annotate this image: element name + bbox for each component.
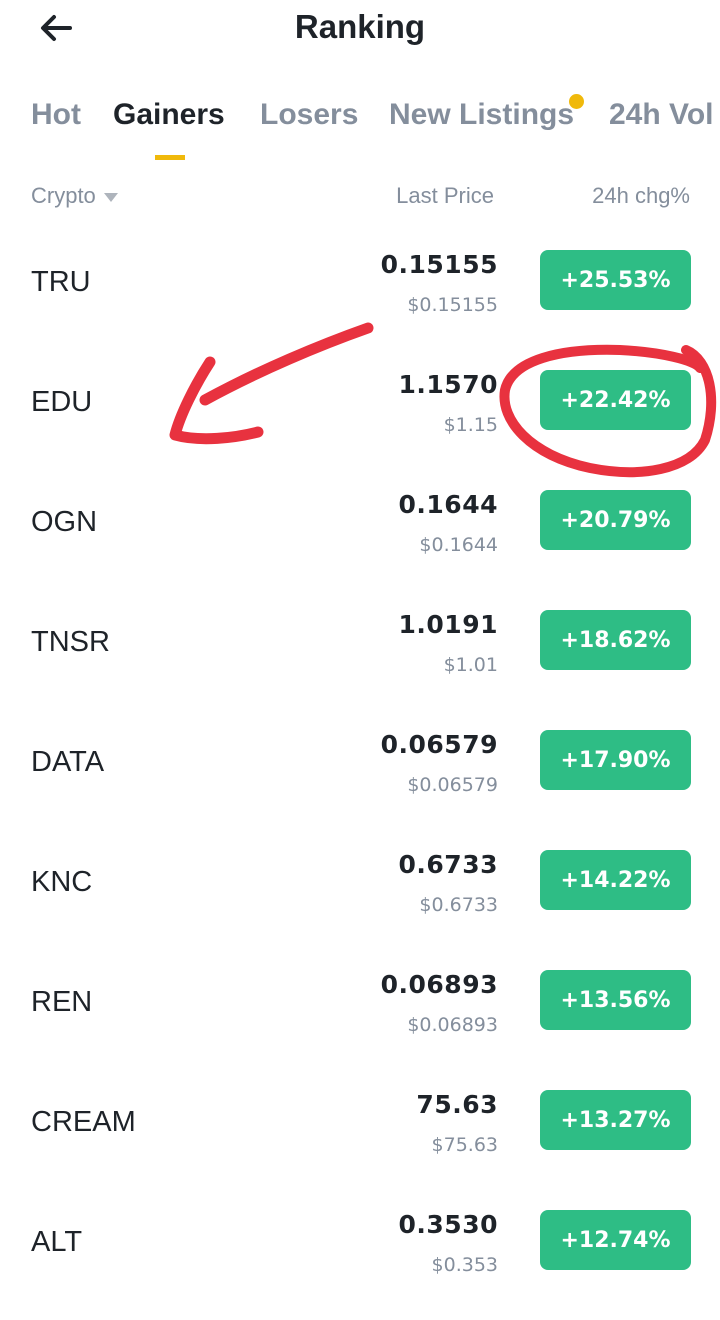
usd-price: $75.63 (431, 1134, 498, 1156)
table-row[interactable]: EDU 1.1570 $1.15 +22.42% (0, 360, 720, 480)
table-row[interactable]: REN 0.06893 $0.06893 +13.56% (0, 960, 720, 1080)
symbol: REN (31, 986, 93, 1018)
tab-losers[interactable]: Losers (260, 98, 359, 131)
last-price: 75.63 (416, 1090, 498, 1119)
arrow-left-icon[interactable] (38, 10, 78, 46)
usd-price: $0.06893 (407, 1014, 498, 1036)
last-price: 1.0191 (398, 610, 498, 639)
table-row[interactable]: ALT 0.3530 $0.353 +12.74% (0, 1200, 720, 1320)
change-badge[interactable]: +18.62% (540, 610, 691, 670)
symbol: DATA (31, 746, 105, 778)
tab-hot[interactable]: Hot (31, 98, 81, 131)
usd-price: $0.353 (431, 1254, 498, 1276)
tab-24h-vol[interactable]: 24h Vol (609, 98, 714, 131)
table-row[interactable]: DATA 0.06579 $0.06579 +17.90% (0, 720, 720, 840)
usd-price: $1.15 (443, 414, 498, 436)
column-last-price[interactable]: Last Price (396, 183, 494, 208)
table-row[interactable]: TNSR 1.0191 $1.01 +18.62% (0, 600, 720, 720)
usd-price: $0.06579 (407, 774, 498, 796)
change-badge[interactable]: +13.27% (540, 1090, 691, 1150)
column-crypto-label: Crypto (31, 183, 96, 208)
usd-price: $0.1644 (419, 534, 498, 556)
last-price: 0.6733 (398, 850, 498, 879)
column-24h-change[interactable]: 24h chg% (592, 183, 690, 208)
table-row[interactable]: CREAM 75.63 $75.63 +13.27% (0, 1080, 720, 1200)
change-badge[interactable]: +14.22% (540, 850, 691, 910)
last-price: 0.3530 (398, 1210, 498, 1239)
symbol: TNSR (31, 626, 110, 658)
symbol: CREAM (31, 1106, 136, 1138)
last-price: 1.1570 (398, 370, 498, 399)
symbol: KNC (31, 866, 93, 898)
sort-caret-icon (103, 192, 118, 202)
change-badge[interactable]: +13.56% (540, 970, 691, 1030)
table-row[interactable]: TRU 0.15155 $0.15155 +25.53% (0, 240, 720, 360)
usd-price: $1.01 (443, 654, 498, 676)
active-tab-indicator (155, 155, 185, 160)
table-row[interactable]: KNC 0.6733 $0.6733 +14.22% (0, 840, 720, 960)
last-price: 0.15155 (380, 250, 498, 279)
table-row[interactable]: OGN 0.1644 $0.1644 +20.79% (0, 480, 720, 600)
change-badge[interactable]: +17.90% (540, 730, 691, 790)
change-badge[interactable]: +20.79% (540, 490, 691, 550)
symbol: ALT (31, 1226, 83, 1258)
page-title: Ranking (294, 8, 426, 45)
last-price: 0.06579 (380, 730, 498, 759)
last-price: 0.1644 (398, 490, 498, 519)
notification-dot (569, 94, 584, 109)
symbol: EDU (31, 386, 93, 418)
change-badge[interactable]: +12.74% (540, 1210, 691, 1270)
usd-price: $0.6733 (419, 894, 498, 916)
symbol: OGN (31, 506, 98, 538)
tab-new-listings[interactable]: New Listings (389, 98, 575, 131)
column-crypto[interactable]: Crypto (31, 183, 118, 209)
symbol: TRU (31, 266, 91, 298)
last-price: 0.06893 (380, 970, 498, 999)
change-badge[interactable]: +25.53% (540, 250, 691, 310)
header: Ranking (0, 0, 720, 60)
usd-price: $0.15155 (407, 294, 498, 316)
tab-gainers[interactable]: Gainers (113, 98, 225, 131)
tab-bar: Hot Gainers Losers New Listings 24h Vol (0, 98, 720, 168)
change-badge[interactable]: +22.42% (540, 370, 691, 430)
